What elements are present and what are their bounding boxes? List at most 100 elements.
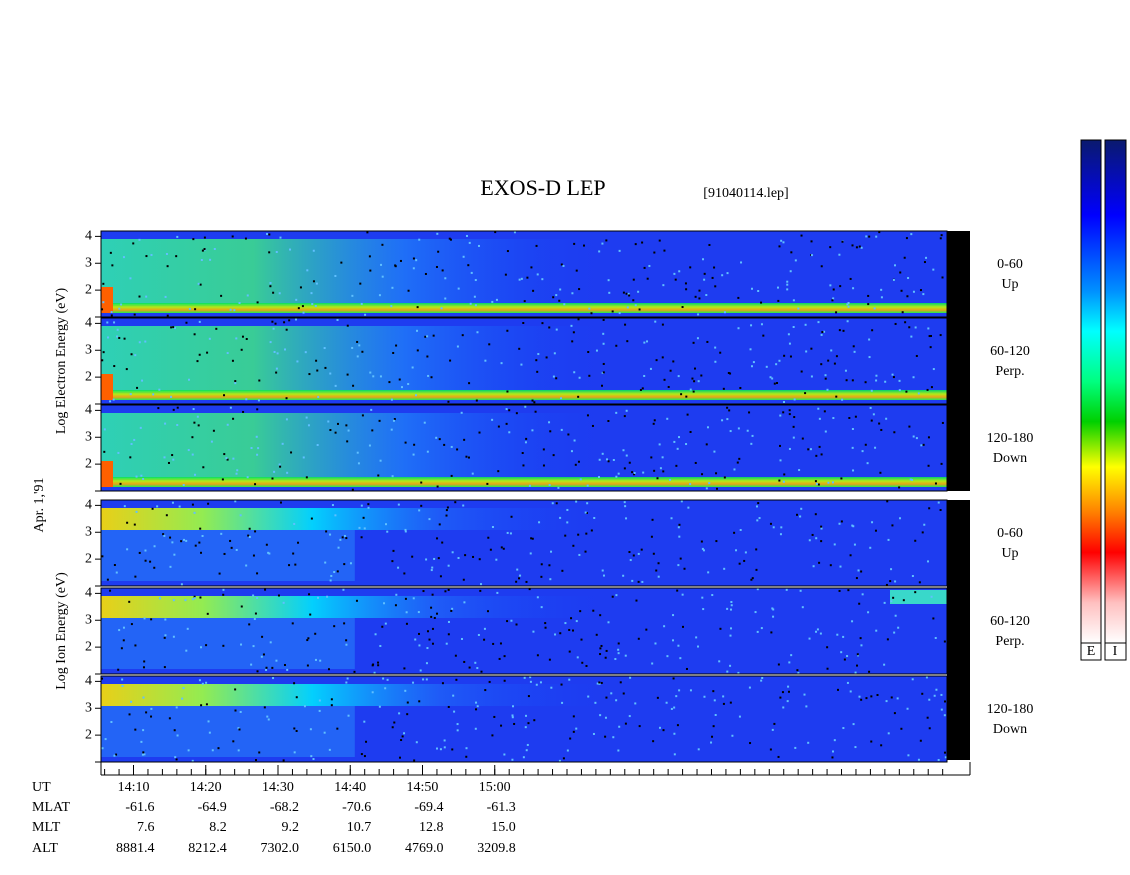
spectrogram-noise xyxy=(176,235,179,238)
spectrogram-noise xyxy=(832,288,835,291)
black-column xyxy=(947,231,970,491)
spectrogram-noise xyxy=(540,606,543,609)
spectrogram-noise xyxy=(205,644,208,647)
spectrogram-noise xyxy=(162,533,165,536)
spectrogram-noise xyxy=(427,374,430,377)
spectrogram-noise xyxy=(377,664,380,667)
spectrogram-noise xyxy=(808,539,811,542)
spectrogram-noise xyxy=(175,758,178,761)
spectrogram-noise xyxy=(760,301,763,304)
spectrogram-noise xyxy=(229,308,232,311)
spectrogram-noise xyxy=(898,486,901,489)
spectrogram-noise xyxy=(814,513,817,516)
spectrogram-noise xyxy=(418,238,421,241)
spectrogram-noise xyxy=(820,363,823,366)
spectrogram-noise xyxy=(854,671,857,674)
spectrogram-noise xyxy=(867,294,870,297)
spectrogram-noise xyxy=(102,282,105,285)
spectrogram-noise xyxy=(292,552,295,555)
row-value: 7302.0 xyxy=(261,841,300,856)
spectrogram-noise xyxy=(922,293,925,296)
spectrogram-noise xyxy=(329,372,332,375)
spectrogram-noise xyxy=(279,501,282,504)
spectrogram-noise xyxy=(296,360,299,363)
spectrogram-noise xyxy=(783,354,786,357)
spectrogram-noise xyxy=(411,366,414,369)
spectrogram-noise xyxy=(841,240,844,243)
spectrogram-noise xyxy=(710,741,713,744)
spectrogram-noise xyxy=(885,700,888,703)
spectrogram-noise xyxy=(201,534,204,537)
spectrogram-noise xyxy=(817,483,820,486)
spectrogram-noise xyxy=(566,521,569,524)
spectrogram-noise xyxy=(163,534,166,537)
spectrogram-noise xyxy=(799,589,802,592)
spectrogram-noise xyxy=(619,681,622,684)
spectrogram-texture xyxy=(101,287,113,313)
spectrogram-noise xyxy=(392,419,395,422)
spectrogram-noise xyxy=(316,596,319,599)
spectrogram-noise xyxy=(642,471,645,474)
spectrogram-noise xyxy=(629,559,632,562)
row-name: ALT xyxy=(32,841,58,856)
spectrogram-noise xyxy=(279,465,282,468)
spectrogram-noise xyxy=(810,254,813,257)
spectrogram-noise xyxy=(737,327,740,330)
spectrogram-noise xyxy=(101,747,104,750)
row-value: -68.2 xyxy=(270,800,299,815)
spectrogram-noise xyxy=(365,740,368,743)
spectrogram-noise xyxy=(113,564,116,567)
spectrogram-noise xyxy=(234,500,237,503)
spectrogram-noise xyxy=(451,551,454,554)
spectrogram-noise xyxy=(673,732,676,735)
spectrogram-noise xyxy=(248,535,251,538)
spectrogram-noise xyxy=(915,354,918,357)
spectrogram-noise xyxy=(312,280,315,283)
spectrogram-noise xyxy=(824,430,827,433)
spectrogram-noise xyxy=(551,502,554,505)
spectrogram-noise xyxy=(685,443,688,446)
spectrogram-noise xyxy=(530,266,533,269)
spectrogram-noise xyxy=(611,595,614,598)
spectrogram-noise xyxy=(142,666,145,669)
spectrogram-noise xyxy=(391,475,394,478)
spectrogram-noise xyxy=(305,476,308,479)
spectrogram-noise xyxy=(515,580,518,583)
spectrogram-noise xyxy=(840,651,843,654)
spectrogram-noise xyxy=(624,323,627,326)
spectrogram-noise xyxy=(739,386,742,389)
spectrogram-noise xyxy=(832,750,835,753)
spectrogram-noise xyxy=(681,593,684,596)
spectrogram-noise xyxy=(575,500,578,503)
spectrogram-noise xyxy=(757,502,760,505)
spectrogram-noise xyxy=(286,668,289,671)
spectrogram-noise xyxy=(552,375,555,378)
spectrogram-noise xyxy=(846,655,849,658)
spectrogram-noise xyxy=(875,374,878,377)
spectrogram-noise xyxy=(288,319,291,322)
spectrogram-noise xyxy=(760,679,763,682)
spectrogram-noise xyxy=(299,286,302,289)
spectrogram-noise xyxy=(471,472,474,475)
spectrogram-noise xyxy=(502,547,505,550)
spectrogram-noise xyxy=(306,269,309,272)
spectrogram-noise xyxy=(883,663,886,666)
spectrogram-noise xyxy=(444,277,447,280)
spectrogram-noise xyxy=(860,246,863,249)
spectrogram-noise xyxy=(921,531,924,534)
spectrogram-noise xyxy=(585,512,588,515)
spectrogram-noise xyxy=(424,272,427,275)
spectrogram-noise xyxy=(117,451,120,454)
spectrogram-noise xyxy=(591,424,594,427)
spectrogram-noise xyxy=(489,548,492,551)
spectrogram-noise xyxy=(555,294,558,297)
spectrogram-noise xyxy=(610,692,613,695)
spectrogram-noise xyxy=(425,678,428,681)
spectrogram-noise xyxy=(750,324,753,327)
spectrogram-noise xyxy=(738,457,741,460)
spectrogram-noise xyxy=(519,574,522,577)
spectrogram-noise xyxy=(398,712,401,715)
spectrogram-noise xyxy=(655,359,658,362)
spectrogram-noise xyxy=(191,503,194,506)
spectrogram-noise xyxy=(479,583,482,586)
